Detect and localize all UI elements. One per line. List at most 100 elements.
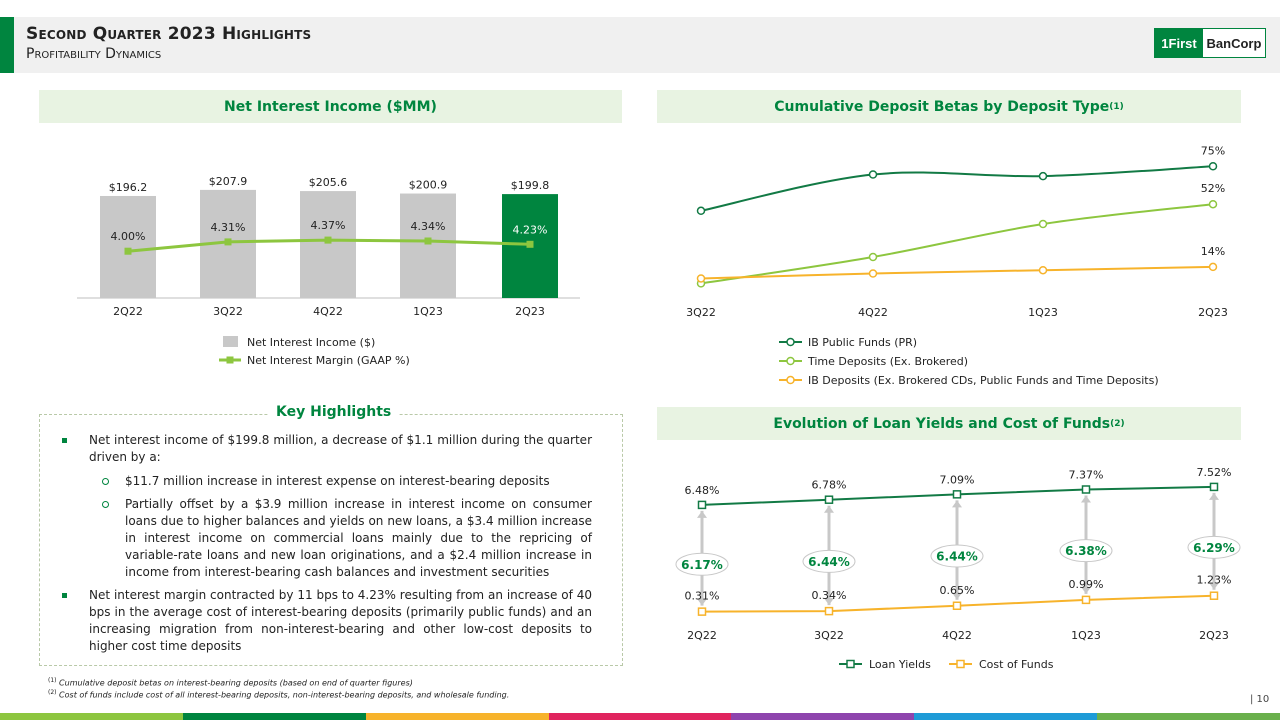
footnote-1: (1) Cumulative deposit betas on interest… [48,677,413,688]
bar-segment [548,713,732,720]
loan-yields-marker [697,500,707,510]
cost-of-funds-marker [952,601,962,611]
betas-line [700,203,1214,285]
nim-label: 4.00% [111,230,146,243]
bar-segment [365,713,549,720]
logo-text: BanCorp [1206,35,1262,51]
nii-x-tick: 1Q23 [413,305,443,318]
nim-label: 4.37% [311,219,346,232]
yields-title-sup: (2) [1110,418,1125,429]
spread-bubble [802,549,856,573]
betas-panel-title: Cumulative Deposit Betas by Deposit Type… [657,90,1241,123]
yields-x-tick: 2Q23 [1199,629,1229,642]
nii-bar-label: $196.2 [109,181,148,194]
bottom-color-bar [0,713,1280,720]
nii-bar-label: $199.8 [511,179,550,192]
nii-bar [400,193,456,298]
legend-nim-marker [226,356,234,364]
nim-label: 4.23% [513,223,548,236]
circle-bullet-icon [102,501,109,508]
betas-end-label: 14% [1201,245,1225,258]
highlight-subitem-1: $11.7 million increase in interest expen… [62,473,592,490]
page-subtitle: Profitability Dynamics [26,46,162,62]
key-highlights-list: Net interest income of $199.8 million, a… [62,432,592,662]
nim-label: 4.34% [411,220,446,233]
spread-arrow-up [1209,492,1219,500]
betas-marker [1208,262,1218,272]
yields-x-tick: 1Q23 [1071,629,1101,642]
betas-marker [696,274,706,283]
cost-of-funds-label: 0.34% [812,589,847,602]
spread-arrow-down [1209,582,1219,590]
spread-arrow-down [952,592,962,600]
company-logo: 1First BanCorp [1154,28,1266,58]
spread-label: 6.38% [1065,544,1107,558]
betas-title-text: Cumulative Deposit Betas by Deposit Type [774,98,1110,115]
footnote-1-text: Cumulative deposit betas on interest-bea… [59,678,413,688]
nii-bar-label: $207.9 [209,175,248,188]
highlight-subitem-2: Partially offset by a $3.9 million incre… [62,496,592,581]
spread-bubble [930,544,984,568]
legend-nim-label: Net Interest Margin (GAAP %) [247,354,410,367]
header-accent [0,17,14,73]
betas-marker [696,206,706,216]
betas-marker [868,252,878,262]
betas-title-sup: (1) [1109,101,1124,112]
betas-marker [1038,171,1048,181]
loan-yields-marker [952,490,962,499]
bar-segment [731,713,915,720]
yields-x-tick: 3Q22 [814,629,844,642]
legend-nii-label: Net Interest Income ($) [247,336,375,349]
legend-nii-swatch [223,336,238,347]
betas-x-tick: 1Q23 [1028,306,1058,319]
cost-of-funds-marker [697,607,707,616]
page-title: Second Quarter 2023 Highlights [26,24,312,44]
nii-title-text: Net Interest Income ($MM) [224,98,437,115]
footnote-2-text: Cost of funds include cost of all intere… [59,690,510,700]
highlight-item-2-text: Net interest margin contracted by 11 bps… [89,588,592,653]
nim-marker [324,236,332,244]
highlight-subitem-1-text: $11.7 million increase in interest expen… [125,474,550,488]
cost-of-funds-label: 0.31% [685,590,720,603]
cost-of-funds-marker [824,606,834,616]
yields-title-text: Evolution of Loan Yields and Cost of Fun… [773,415,1111,432]
bar-segment [914,713,1098,720]
footnote-1-mark: (1) [48,677,57,684]
cost-of-funds-label: 1.23% [1197,574,1232,587]
circle-bullet-icon [102,478,109,485]
betas-legend-label: Time Deposits (Ex. Brokered) [807,355,968,368]
betas-legend-marker [786,356,795,366]
betas-marker [1208,162,1218,171]
loan-yields-label: 6.48% [685,484,720,497]
loan-yields-label: 7.52% [1197,466,1232,479]
nim-marker [124,247,132,255]
spread-arrow-down [697,598,707,606]
header-bar [0,17,1280,73]
betas-legend-label: IB Public Funds (PR) [808,336,917,349]
betas-marker [1208,199,1218,209]
betas-legend-label: IB Deposits (Ex. Brokered CDs, Public Fu… [808,374,1159,387]
square-bullet-icon [62,438,67,443]
betas-x-tick: 3Q22 [686,306,716,319]
logo-mark: 1First [1155,29,1203,57]
cost-of-funds-label: 0.65% [940,584,975,597]
spread-label: 6.17% [681,558,723,572]
key-highlights-title: Key Highlights [268,404,400,420]
bar-segment [182,713,366,720]
spread-bubble [1187,535,1241,559]
loan-yields-label: 7.09% [940,473,975,486]
cost-of-funds-label: 0.99% [1069,578,1104,591]
nii-bar [100,195,156,298]
betas-marker [868,269,878,278]
spread-arrow-up [952,500,962,508]
highlight-subitem-2-text: Partially offset by a $3.9 million incre… [125,497,592,579]
loan-yields-label: 6.78% [812,479,847,492]
yields-x-tick: 4Q22 [942,629,972,642]
yields-legend-marker [846,659,855,669]
spread-label: 6.29% [1193,541,1235,555]
betas-x-tick: 2Q23 [1198,306,1228,319]
nii-bar [300,191,356,298]
bar-segment [1097,713,1280,720]
page-number: | 10 [1250,694,1270,705]
